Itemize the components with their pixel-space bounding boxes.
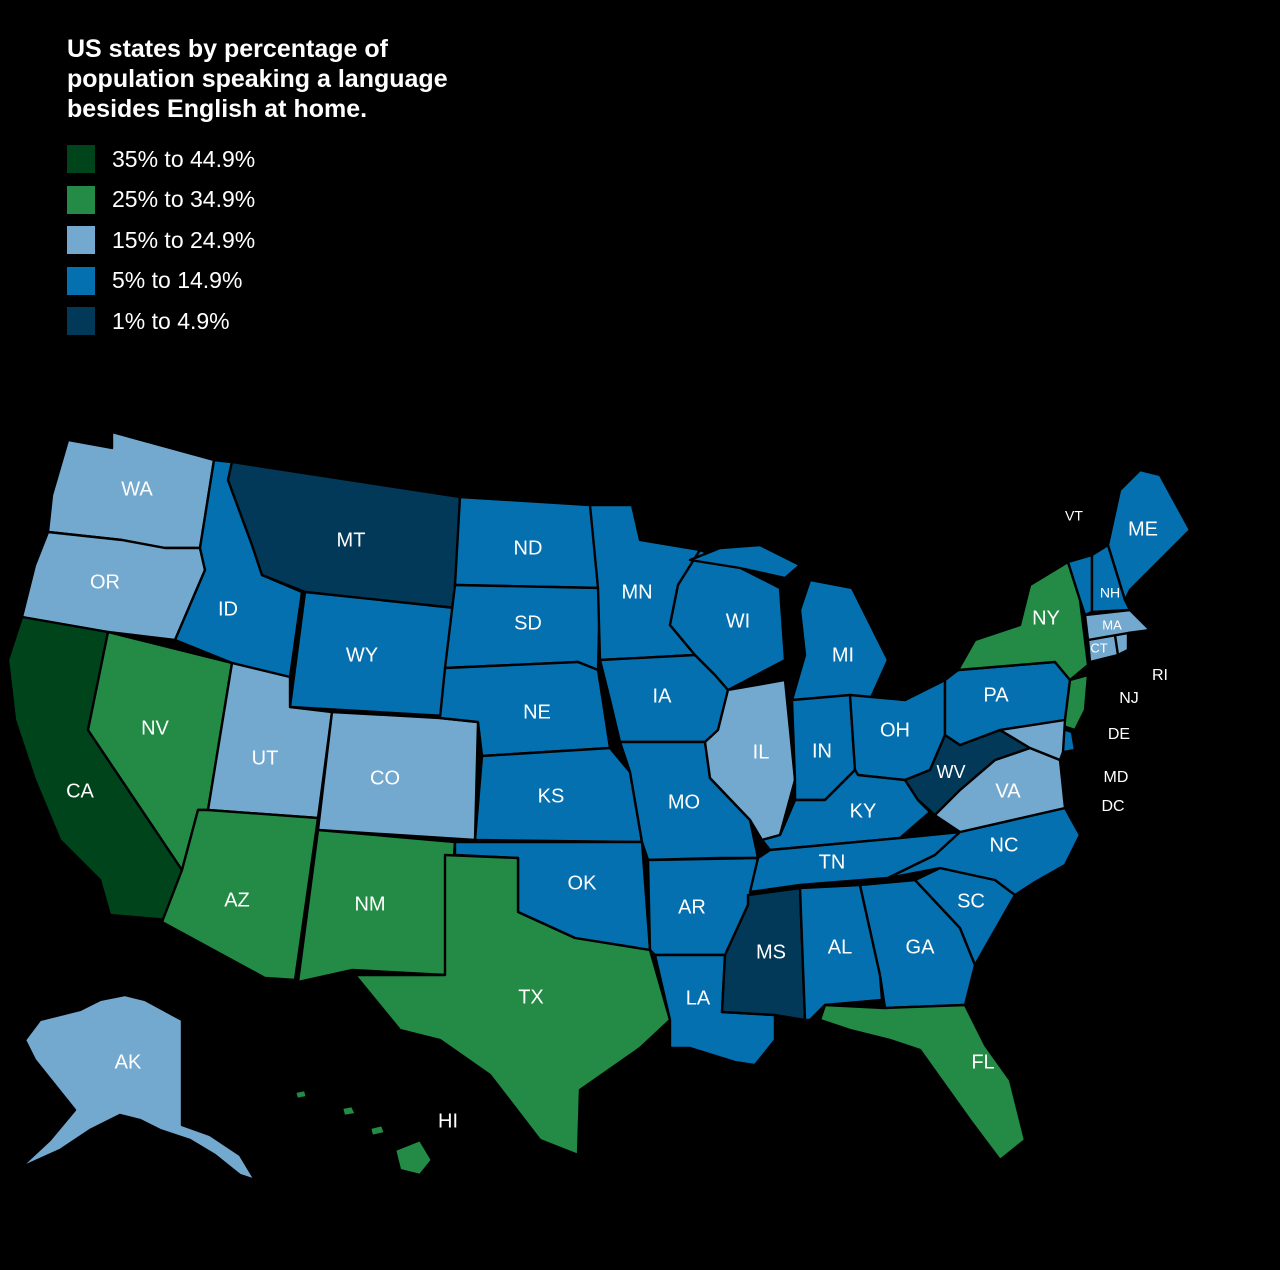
label-IL: IL — [753, 741, 770, 763]
label-DE: DE — [1108, 726, 1130, 743]
label-MN: MN — [621, 581, 652, 603]
label-SD: SD — [514, 612, 542, 634]
state-RI[interactable] — [1113, 631, 1130, 657]
state-WI[interactable] — [668, 548, 787, 692]
legend-item-5: 5% to 14.9% — [67, 266, 255, 295]
label-MT: MT — [337, 529, 366, 551]
legend-label-25: 25% to 34.9% — [112, 186, 256, 212]
label-NH: NH — [1100, 585, 1120, 601]
label-RI: RI — [1152, 667, 1168, 684]
legend-swatch-5 — [67, 266, 95, 295]
label-MO: MO — [668, 791, 700, 813]
state-NM[interactable] — [296, 828, 457, 984]
label-GA: GA — [906, 936, 936, 958]
label-AK: AK — [115, 1051, 142, 1073]
state-HI[interactable] — [293, 1088, 434, 1177]
label-NY: NY — [1032, 607, 1060, 629]
label-WY: WY — [346, 644, 378, 666]
legend-swatch-35 — [67, 145, 95, 173]
label-UT: UT — [252, 747, 279, 769]
label-ME: ME — [1128, 518, 1158, 540]
label-AZ: AZ — [224, 889, 250, 911]
state-labels: WA OR CA NV ID MT WY UT CO AZ NM ND SD N… — [66, 478, 1168, 1132]
label-IA: IA — [653, 685, 673, 707]
label-MS: MS — [756, 941, 786, 963]
label-FL: FL — [971, 1051, 994, 1073]
state-ME[interactable] — [1106, 468, 1192, 602]
state-NH[interactable] — [1090, 543, 1132, 614]
label-OR: OR — [90, 571, 120, 593]
state-MI[interactable] — [790, 578, 890, 702]
label-NJ: NJ — [1119, 690, 1139, 707]
label-OH: OH — [880, 719, 910, 741]
label-MI: MI — [832, 644, 854, 666]
label-TN: TN — [819, 851, 846, 873]
legend-item-35: 35% to 44.9% — [67, 145, 255, 173]
state-VT[interactable] — [1066, 553, 1094, 617]
legend-label-5: 5% to 14.9% — [112, 267, 243, 293]
state-FL[interactable] — [818, 1003, 1027, 1162]
label-PA: PA — [983, 684, 1009, 706]
state-AK[interactable] — [18, 993, 257, 1182]
label-NV: NV — [141, 717, 169, 739]
label-CT: CT — [1090, 640, 1107, 655]
state-IL[interactable] — [703, 678, 797, 842]
label-ID: ID — [218, 598, 238, 620]
legend-item-25: 25% to 34.9% — [67, 185, 256, 214]
label-WA: WA — [121, 478, 153, 500]
state-MI-UP[interactable] — [688, 543, 802, 580]
label-CA: CA — [66, 780, 94, 802]
legend-swatch-15 — [67, 226, 95, 254]
legend: 35% to 44.9% 25% to 34.9% 15% to 24.9% 5… — [67, 145, 255, 348]
label-KY: KY — [850, 800, 877, 822]
label-HI: HI — [438, 1110, 458, 1132]
label-SC: SC — [957, 890, 985, 912]
legend-swatch-1 — [67, 307, 95, 335]
state-AZ[interactable] — [160, 808, 320, 982]
label-NE: NE — [523, 701, 551, 723]
state-CO[interactable] — [316, 710, 480, 842]
label-CO: CO — [370, 767, 400, 789]
label-LA: LA — [686, 987, 711, 1009]
legend-item-15: 15% to 24.9% — [67, 226, 255, 254]
label-AR: AR — [678, 896, 706, 918]
legend-swatch-25 — [67, 185, 95, 214]
label-VT: VT — [1065, 508, 1083, 524]
label-WI: WI — [726, 610, 750, 632]
label-NC: NC — [990, 834, 1019, 856]
label-TX: TX — [518, 986, 544, 1008]
label-OK: OK — [568, 872, 598, 894]
label-NM: NM — [354, 893, 385, 915]
label-WV: WV — [937, 762, 966, 782]
state-TX[interactable] — [353, 853, 672, 1157]
state-MD[interactable] — [998, 718, 1067, 762]
legend-label-15: 15% to 24.9% — [112, 226, 256, 253]
legend-label-1: 1% to 4.9% — [112, 307, 230, 334]
label-VA: VA — [995, 780, 1021, 802]
label-DC: DC — [1101, 798, 1124, 815]
label-IN: IN — [812, 740, 832, 762]
label-ND: ND — [514, 537, 543, 559]
label-MD: MD — [1104, 769, 1129, 786]
label-AL: AL — [828, 936, 852, 958]
label-KS: KS — [538, 785, 565, 807]
legend-label-35: 35% to 44.9% — [112, 145, 256, 172]
legend-item-1: 1% to 4.9% — [67, 307, 255, 335]
map-title: US states by percentage of population sp… — [67, 35, 448, 123]
state-NC[interactable] — [886, 806, 1082, 897]
label-MA: MA — [1102, 617, 1122, 632]
state-NY[interactable] — [956, 560, 1090, 682]
